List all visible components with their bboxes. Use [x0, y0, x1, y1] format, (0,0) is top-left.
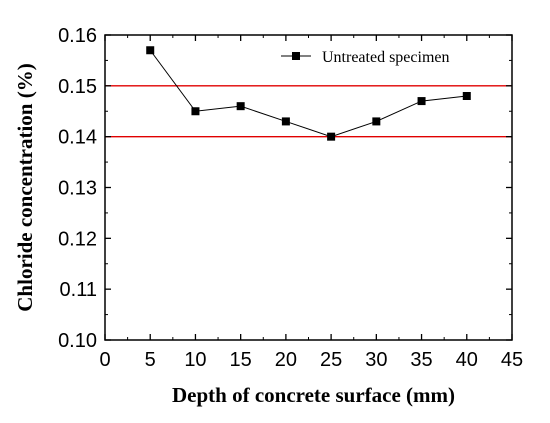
- x-tick-label: 45: [501, 349, 523, 371]
- x-tick-label: 35: [410, 349, 432, 371]
- x-tick-label: 40: [456, 349, 478, 371]
- y-tick-label: 0.13: [58, 178, 97, 200]
- data-point: [191, 107, 200, 116]
- x-tick-label: 25: [320, 349, 342, 371]
- legend-marker: [292, 52, 300, 60]
- legend: Untreated specimen: [281, 49, 450, 66]
- x-tick-label: 5: [145, 349, 156, 371]
- x-tick-label: 20: [275, 349, 297, 371]
- axis-tick-labels: 0 5 10 15 20 25 30 35 40 45 0.10 0.11 0.12 0.13 0.14 0.…: [58, 25, 523, 371]
- data-point: [236, 102, 245, 111]
- plot-frame: [104, 34, 513, 341]
- y-tick-label: 0.12: [58, 228, 97, 250]
- x-tick-label: 15: [230, 349, 252, 371]
- series-line: [149, 49, 467, 138]
- y-tick-label: 0.14: [58, 127, 97, 149]
- y-tick-label: 0.11: [60, 279, 97, 301]
- data-point: [417, 97, 426, 106]
- data-point: [281, 117, 290, 126]
- data-point: [372, 117, 381, 126]
- legend-label: Untreated specimen: [322, 49, 450, 66]
- x-tick-label: 30: [365, 349, 387, 371]
- y-tick-label: 0.10: [58, 330, 97, 352]
- series-layer: [146, 46, 471, 141]
- data-point: [327, 132, 336, 141]
- x-axis-label: Depth of concrete surface (mm): [172, 383, 455, 407]
- x-tick-label: 0: [99, 349, 110, 371]
- x-tick-label: 10: [184, 349, 206, 371]
- y-axis-label: Chloride concentration (%): [13, 63, 37, 311]
- reference-lines: [105, 85, 512, 138]
- y-tick-label: 0.15: [58, 76, 97, 98]
- y-tick-label: 0.16: [58, 25, 97, 47]
- data-point: [146, 46, 155, 55]
- data-point: [462, 92, 471, 100]
- axis-ticks: [104, 34, 513, 341]
